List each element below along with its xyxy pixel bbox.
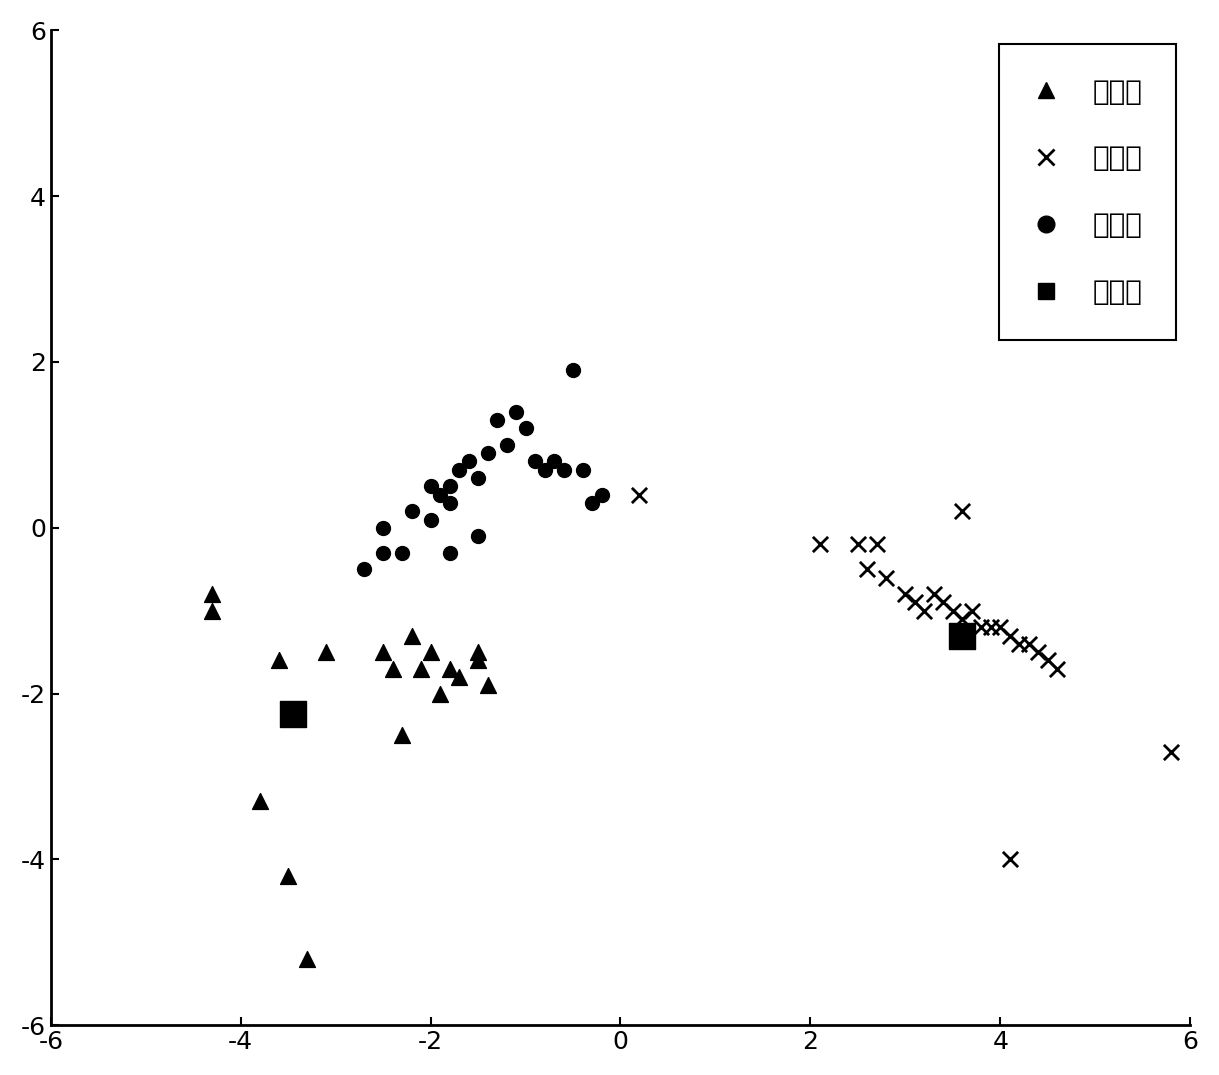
混合气 xyxy=(535,461,555,478)
混合气 xyxy=(373,519,393,536)
混合气 xyxy=(583,494,602,512)
煤成气 xyxy=(952,611,972,628)
油型气 xyxy=(430,685,450,702)
油型气 xyxy=(202,586,222,603)
混合气 xyxy=(458,453,478,470)
混合气 xyxy=(421,511,440,528)
混合气 xyxy=(440,544,460,561)
煤成气 xyxy=(914,602,934,619)
油型气 xyxy=(421,644,440,661)
煤成气 xyxy=(867,535,886,553)
混合气 xyxy=(478,445,497,462)
油型气 xyxy=(269,651,289,669)
煤成气 xyxy=(934,593,953,611)
Legend: 油型气, 煤成气, 混合气, 组质心: 油型气, 煤成气, 混合气, 组质心 xyxy=(998,44,1176,340)
煤成气 xyxy=(1019,635,1039,653)
组质心 xyxy=(952,627,972,644)
油型气 xyxy=(317,644,336,661)
油型气 xyxy=(411,660,430,677)
油型气 xyxy=(468,651,488,669)
煤成气 xyxy=(1000,851,1019,869)
混合气 xyxy=(563,361,583,378)
混合气 xyxy=(402,503,422,520)
混合气 xyxy=(488,412,507,429)
煤成气 xyxy=(1039,651,1058,669)
油型气 xyxy=(468,644,488,661)
煤成气 xyxy=(944,602,963,619)
油型气 xyxy=(373,644,393,661)
油型气 xyxy=(202,602,222,619)
混合气 xyxy=(497,436,517,454)
混合气 xyxy=(553,461,573,478)
煤成气 xyxy=(952,503,972,520)
煤成气 xyxy=(858,561,878,578)
混合气 xyxy=(468,528,488,545)
煤成气 xyxy=(1000,627,1019,644)
煤成气 xyxy=(981,619,1001,636)
混合气 xyxy=(450,461,469,478)
混合气 xyxy=(573,461,592,478)
混合气 xyxy=(544,453,563,470)
油型气 xyxy=(393,727,412,744)
煤成气 xyxy=(972,619,991,636)
混合气 xyxy=(440,494,460,512)
混合气 xyxy=(440,477,460,494)
煤成气 xyxy=(1162,743,1181,760)
油型气 xyxy=(383,660,402,677)
油型气 xyxy=(250,793,269,811)
煤成气 xyxy=(904,593,924,611)
油型气 xyxy=(402,627,422,644)
煤成气 xyxy=(991,619,1011,636)
煤成气 xyxy=(630,486,650,503)
煤成气 xyxy=(962,602,981,619)
Point xyxy=(283,706,302,723)
混合气 xyxy=(355,561,374,578)
煤成气 xyxy=(1047,660,1067,677)
混合气 xyxy=(373,544,393,561)
油型气 xyxy=(478,677,497,694)
煤成气 xyxy=(876,569,896,586)
煤成气 xyxy=(1029,644,1048,661)
油型气 xyxy=(450,669,469,686)
混合气 xyxy=(506,403,525,420)
油型气 xyxy=(278,868,297,885)
油型气 xyxy=(297,950,317,968)
混合气 xyxy=(421,477,440,494)
混合气 xyxy=(516,419,535,436)
煤成气 xyxy=(1009,635,1029,653)
混合气 xyxy=(525,453,545,470)
煤成气 xyxy=(924,586,944,603)
混合气 xyxy=(468,470,488,487)
煤成气 xyxy=(896,586,915,603)
煤成气 xyxy=(811,535,830,553)
煤成气 xyxy=(848,535,868,553)
油型气 xyxy=(440,660,460,677)
混合气 xyxy=(591,486,611,503)
混合气 xyxy=(393,544,412,561)
混合气 xyxy=(430,486,450,503)
